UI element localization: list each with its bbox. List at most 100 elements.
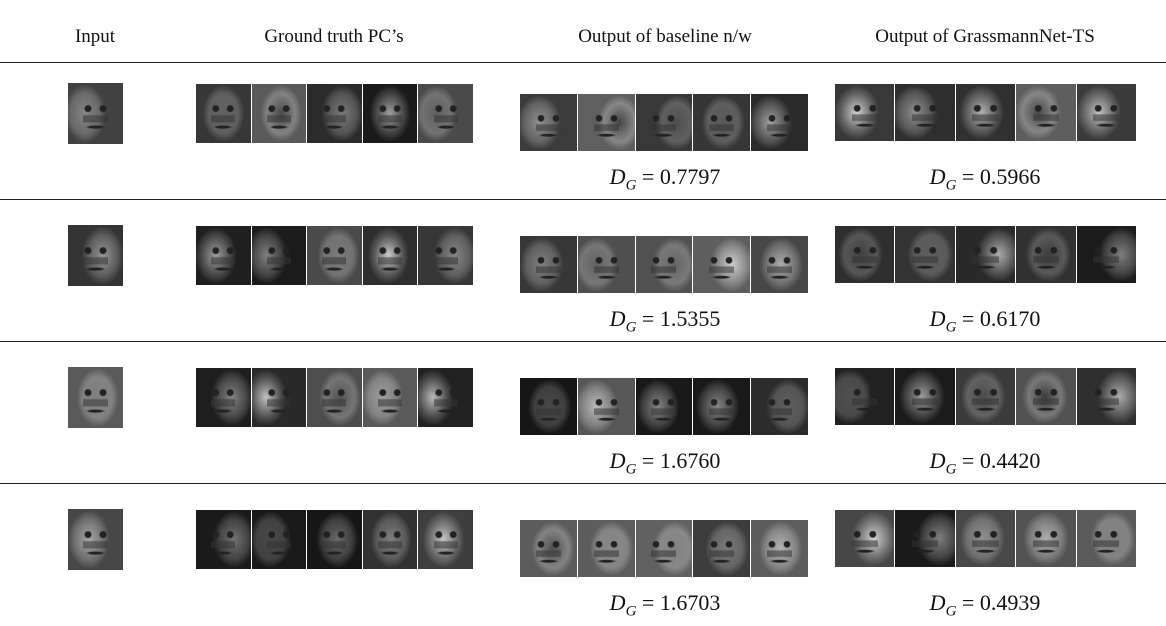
face-image bbox=[363, 368, 418, 427]
face-features bbox=[1033, 247, 1059, 270]
face-features bbox=[378, 531, 402, 555]
face-features bbox=[767, 399, 792, 422]
face-features bbox=[1093, 531, 1119, 554]
metric-relation: = bbox=[642, 448, 654, 473]
face-features bbox=[378, 105, 402, 129]
face-image bbox=[307, 510, 362, 569]
metric-subscript: G bbox=[946, 177, 957, 193]
face-features bbox=[651, 257, 676, 280]
column-header: Output of GrassmannNet-TS bbox=[875, 26, 1095, 48]
face-image bbox=[68, 367, 123, 428]
metric-subscript-text: G bbox=[626, 319, 637, 335]
face-features bbox=[972, 531, 998, 554]
face-image bbox=[751, 378, 808, 435]
face-features bbox=[1033, 389, 1059, 412]
column-header: Ground truth PC’s bbox=[264, 26, 403, 48]
face-image bbox=[578, 378, 635, 435]
face-image bbox=[68, 225, 123, 286]
face-image bbox=[956, 226, 1015, 283]
face-image bbox=[751, 94, 808, 151]
face-image bbox=[956, 84, 1015, 141]
distance-label: DG = 0.6170 bbox=[930, 306, 1041, 336]
face-image bbox=[956, 368, 1015, 425]
face-image bbox=[751, 236, 808, 293]
face-features bbox=[378, 389, 402, 413]
metric-symbol: D bbox=[930, 164, 946, 189]
face-features bbox=[434, 247, 458, 271]
distance-value: 0.5966 bbox=[980, 164, 1041, 189]
face-image bbox=[520, 378, 577, 435]
face-features bbox=[536, 115, 561, 138]
face-image bbox=[418, 84, 473, 143]
metric-subscript: G bbox=[626, 177, 637, 193]
metric-symbol: D bbox=[610, 306, 626, 331]
face-features bbox=[767, 541, 792, 564]
metric-symbol: D bbox=[930, 448, 946, 473]
face-image bbox=[895, 368, 954, 425]
metric-symbol: D bbox=[930, 590, 946, 615]
face-features bbox=[83, 389, 107, 413]
metric-relation: = bbox=[642, 306, 654, 331]
face-features bbox=[211, 531, 235, 555]
face-image bbox=[895, 84, 954, 141]
face-image bbox=[636, 378, 693, 435]
face-features bbox=[322, 105, 346, 129]
distance-label: DG = 1.6703 bbox=[610, 590, 721, 620]
face-image bbox=[520, 236, 577, 293]
face-features bbox=[972, 389, 998, 412]
face-image bbox=[252, 226, 307, 285]
face-image bbox=[196, 84, 251, 143]
face-features bbox=[83, 531, 107, 555]
face-features bbox=[709, 115, 734, 138]
metric-subscript-text: G bbox=[626, 603, 637, 619]
face-features bbox=[83, 105, 107, 129]
metric-subscript: G bbox=[946, 319, 957, 335]
face-features bbox=[434, 389, 458, 413]
face-image bbox=[252, 368, 307, 427]
face-features bbox=[434, 531, 458, 555]
face-image bbox=[307, 84, 362, 143]
face-image bbox=[835, 226, 894, 283]
face-features bbox=[912, 389, 938, 412]
face-image bbox=[835, 510, 894, 567]
metric-subscript-text: G bbox=[946, 319, 957, 335]
face-features bbox=[211, 389, 235, 413]
metric-relation: = bbox=[642, 590, 654, 615]
distance-label: DG = 1.6760 bbox=[610, 448, 721, 478]
row-rule bbox=[0, 341, 1166, 342]
face-features bbox=[709, 399, 734, 422]
face-image bbox=[307, 368, 362, 427]
face-image bbox=[520, 94, 577, 151]
face-features bbox=[767, 257, 792, 280]
face-image bbox=[363, 510, 418, 569]
row-rule bbox=[0, 483, 1166, 484]
metric-subscript: G bbox=[946, 603, 957, 619]
face-features bbox=[434, 105, 458, 129]
face-features bbox=[536, 399, 561, 422]
face-image bbox=[196, 510, 251, 569]
metric-subscript-text: G bbox=[946, 177, 957, 193]
face-image bbox=[307, 226, 362, 285]
column-header: Input bbox=[75, 26, 115, 48]
distance-value: 0.4420 bbox=[980, 448, 1041, 473]
face-image bbox=[363, 226, 418, 285]
face-features bbox=[709, 257, 734, 280]
face-image bbox=[956, 510, 1015, 567]
face-image bbox=[693, 94, 750, 151]
face-image bbox=[578, 236, 635, 293]
face-image bbox=[1077, 510, 1136, 567]
face-image bbox=[578, 94, 635, 151]
face-features bbox=[267, 105, 291, 129]
face-image bbox=[363, 84, 418, 143]
metric-subscript-text: G bbox=[626, 177, 637, 193]
face-features bbox=[322, 531, 346, 555]
face-features bbox=[912, 105, 938, 128]
face-image bbox=[252, 84, 307, 143]
distance-value: 1.5355 bbox=[660, 306, 721, 331]
metric-subscript: G bbox=[946, 461, 957, 477]
face-features bbox=[211, 247, 235, 271]
face-image bbox=[520, 520, 577, 577]
face-image bbox=[636, 94, 693, 151]
distance-value: 1.6760 bbox=[660, 448, 721, 473]
face-features bbox=[536, 541, 561, 564]
